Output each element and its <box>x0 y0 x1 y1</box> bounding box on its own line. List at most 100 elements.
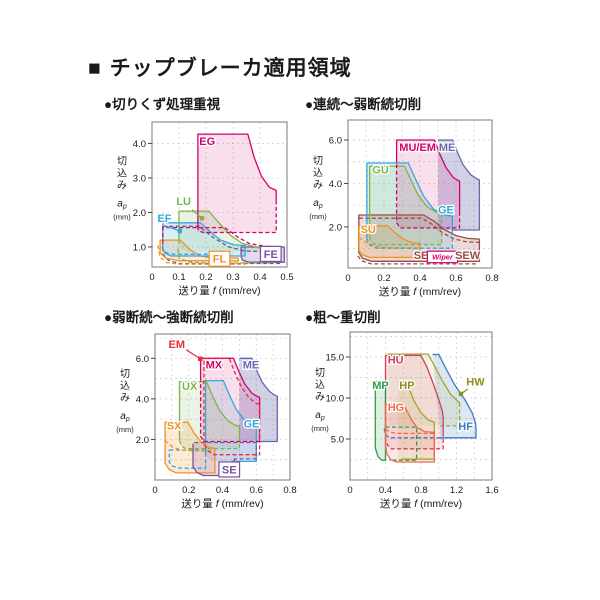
region-label-MP: MP <box>372 380 389 392</box>
region-fill-UX <box>179 381 240 449</box>
leader-line <box>185 349 201 360</box>
region-labels: EM MX ME UX SX GE SE <box>166 338 261 478</box>
region-label-SE: SE <box>414 250 429 262</box>
svg-text:込: 込 <box>313 167 323 179</box>
x-tick-label: 0.6 <box>449 273 462 284</box>
region-outlines <box>164 357 278 477</box>
region-label-HG: HG <box>388 402 405 414</box>
x-tick-label: 0.8 <box>414 485 427 496</box>
region-fill-ME <box>438 140 480 230</box>
region-fill-EF <box>162 222 246 256</box>
region-label-SU: SU <box>361 224 376 236</box>
svg-text:切: 切 <box>315 367 325 379</box>
region-label-FL: FL <box>213 254 227 266</box>
x-axis-label: 送り量 f (mm/rev) <box>178 284 260 297</box>
x-tick-label: 0.3 <box>226 272 239 283</box>
region-outline-UX <box>178 437 241 450</box>
y-tick-label: 4.0 <box>133 139 146 150</box>
region-outline-EM <box>203 357 261 456</box>
svg-text:(mm): (mm) <box>116 425 134 434</box>
svg-text:込: 込 <box>315 379 325 391</box>
region-outline-ME <box>239 357 278 443</box>
region-outlines <box>374 353 477 463</box>
svg-text:込: 込 <box>120 380 130 392</box>
region-outline-EG <box>197 133 277 230</box>
chart-heavy-cutting: 5.0 10.0 15.0 0 0.4 0.8 1.2 1.6 送り量 f (mm/rev) 切込… <box>311 331 499 510</box>
region-fills <box>165 358 278 476</box>
chart-continuous-cutting: 2.0 4.0 6.0 0 0.2 0.4 0.6 0.8 送り量 f (mm/rev) 切込みa… <box>309 119 499 298</box>
svg-text:切: 切 <box>117 156 127 168</box>
y-tick-label: 3.0 <box>133 173 146 184</box>
axes: 2.0 4.0 6.0 0 0.2 0.4 0.6 0.8 送り量 f (mm/rev) 切込みa… <box>309 135 498 298</box>
y-tick-label: 1.0 <box>133 242 146 253</box>
leader-marker <box>177 228 183 234</box>
x-tick-label: 0.8 <box>485 273 498 284</box>
region-fill-SX <box>165 422 215 473</box>
svg-text:切: 切 <box>120 368 130 380</box>
label-box-FL <box>208 250 231 267</box>
region-labels: HU MP HP HG HW HF <box>371 353 487 434</box>
region-outline-EG <box>197 200 277 234</box>
region-fill-MU/EM <box>396 140 460 228</box>
region-outline-HW <box>387 353 461 404</box>
region-label-EG: EG <box>199 136 215 148</box>
region-outline-GE <box>204 379 257 462</box>
region-label-HF: HF <box>458 421 473 433</box>
region-label-HU: HU <box>388 355 404 367</box>
region-label-SEW: SEW <box>455 250 481 262</box>
x-axis-label: 送り量 f (mm/rev) <box>379 285 461 298</box>
region-outline-SE/SEW <box>358 214 481 262</box>
region-outline-SU <box>358 225 421 259</box>
y-tick-label: 10.0 <box>326 394 345 405</box>
title-square-marker: ■ <box>88 57 102 80</box>
plot-border <box>347 119 493 269</box>
svg-text:ap: ap <box>315 410 325 422</box>
chart-interrupted-cutting: 2.0 4.0 6.0 0 0.2 0.4 0.6 0.8 送り量 f (mm/rev) 切込みa… <box>116 333 297 510</box>
region-label-GU: GU <box>372 165 389 177</box>
x-tick-label: 0.4 <box>413 273 426 284</box>
region-label-Wiper: Wiper <box>432 253 454 262</box>
region-label-GE: GE <box>244 419 260 431</box>
region-label-UX: UX <box>182 381 198 393</box>
x-tick-label: 0.2 <box>182 485 195 496</box>
region-outline-HG <box>385 428 435 435</box>
region-label-EF: EF <box>157 213 171 225</box>
region-outline-SE <box>192 441 257 460</box>
x-tick-label: 1.6 <box>485 485 498 496</box>
svg-text:(mm): (mm) <box>311 424 329 433</box>
axes: 2.0 4.0 6.0 0 0.2 0.4 0.6 0.8 送り量 f (mm/rev) 切込みa… <box>116 354 296 510</box>
label-box-SE <box>218 461 241 478</box>
region-fill-HP <box>397 381 435 460</box>
region-outline-SU <box>358 236 421 249</box>
section-title-interrupted-cutting: ●弱断続～強断続切削 <box>104 310 234 325</box>
y-tick-label: 6.0 <box>136 354 149 365</box>
y-axis-label: 切込み ap (mm) <box>309 155 327 221</box>
region-outline-FL <box>159 239 240 262</box>
x-tick-label: 0 <box>345 273 350 284</box>
region-label-SX: SX <box>167 420 182 432</box>
region-label-EM: EM <box>169 339 186 351</box>
y-axis-label: 切込み ap (mm) <box>311 367 329 433</box>
page-title-text: チップブレーカ適用領域 <box>109 57 352 80</box>
region-outline-GU <box>368 165 442 238</box>
x-tick-label: 0 <box>152 485 157 496</box>
x-tick-label: 0.6 <box>250 485 263 496</box>
region-outline-SE/SEW <box>357 255 476 265</box>
region-label-HP: HP <box>399 380 414 392</box>
region-label-ME: ME <box>439 142 456 154</box>
svg-text:み: み <box>313 180 323 191</box>
region-fill-MP <box>375 381 386 461</box>
region-outline-ME <box>438 139 481 231</box>
leader-marker <box>198 356 203 361</box>
svg-text:(mm): (mm) <box>309 212 327 221</box>
region-labels: EG LU EF FL FE <box>156 135 282 267</box>
region-fill-LU <box>179 211 277 252</box>
x-tick-label: 0.5 <box>280 272 293 283</box>
region-outline-MU/EM <box>395 139 461 212</box>
plot-border <box>154 333 291 481</box>
region-label-HW: HW <box>466 377 485 389</box>
x-axis-label: 送り量 f (mm/rev) <box>380 497 462 510</box>
region-outlines <box>157 133 285 265</box>
region-labels: MU/EM ME GU GE SU SE Wiper SEW <box>359 141 482 264</box>
region-label-LU: LU <box>176 196 191 208</box>
